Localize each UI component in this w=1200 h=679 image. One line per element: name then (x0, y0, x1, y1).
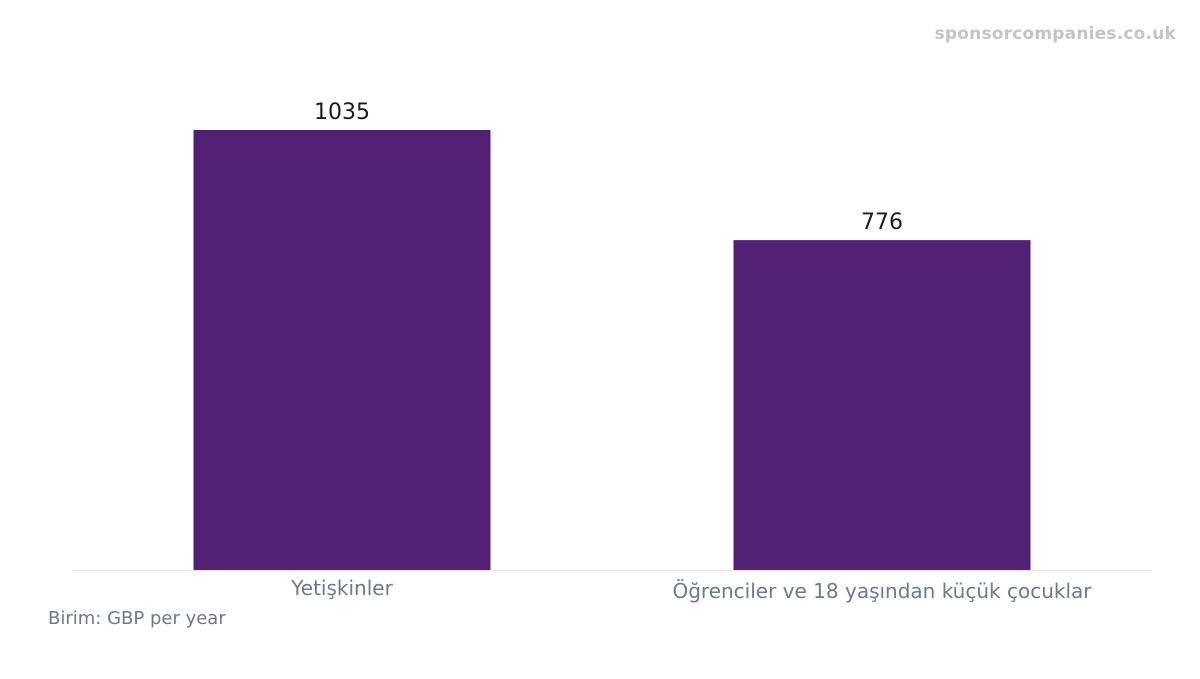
bar-1 (193, 130, 491, 570)
bar-2 (733, 240, 1031, 571)
category-labels-layer: Yetişkinler Öğrenciler ve 18 yaşından küç… (290, 576, 1092, 603)
unit-note: Birim: GBP per year (48, 608, 226, 629)
bar-value-label-2: 776 (861, 210, 903, 235)
bars-layer (193, 130, 1031, 571)
watermark-text: sponsorcompanies.co.uk (934, 24, 1176, 44)
category-label-2: Öğrenciler ve 18 yaşından küçük çocuklar (672, 579, 1092, 603)
value-labels-layer: 1035 776 (314, 100, 903, 235)
bar-value-label-1: 1035 (314, 100, 370, 125)
category-label-1: Yetişkinler (290, 576, 393, 600)
